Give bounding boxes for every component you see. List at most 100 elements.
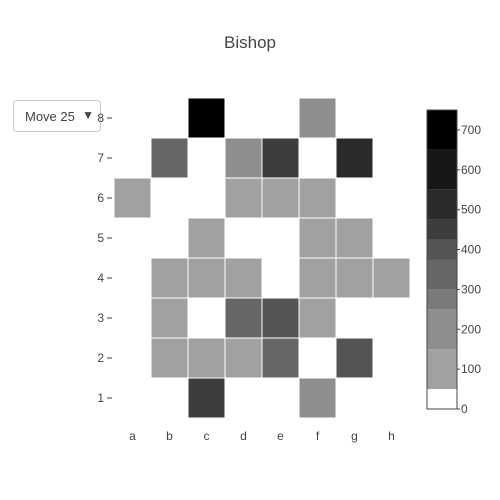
x-tick-label: e — [277, 429, 284, 443]
heatmap-cell — [113, 97, 152, 139]
colorbar-band — [427, 349, 457, 390]
heatmap-cell — [372, 137, 411, 179]
colorbar-tick-label: 700 — [461, 123, 481, 137]
heatmap-cell — [335, 377, 374, 419]
y-tick-label: 4 — [97, 271, 104, 285]
x-tick-label: a — [129, 429, 136, 443]
heatmap-cell — [335, 257, 374, 299]
heatmap-cell — [372, 337, 411, 379]
x-tick-label: h — [388, 429, 395, 443]
heatmap-cell — [298, 257, 337, 299]
colorbar-band — [427, 189, 457, 220]
heatmap-cell — [187, 177, 226, 219]
heatmap-cell — [335, 177, 374, 219]
heatmap-cell — [187, 137, 226, 179]
heatmap-cell — [298, 297, 337, 339]
heatmap-cell — [298, 337, 337, 379]
heatmap-cell — [372, 177, 411, 219]
colorbar-outline — [426, 109, 458, 410]
heatmap-cell — [150, 337, 189, 379]
heatmap-cell — [335, 337, 374, 379]
heatmap-cell — [261, 137, 300, 179]
heatmap-cell — [113, 337, 152, 379]
heatmap-cell — [113, 257, 152, 299]
heatmap-cell — [224, 377, 263, 419]
heatmap-cell — [298, 97, 337, 139]
colorbar-band — [427, 389, 457, 409]
triangle-down-icon: ▼ — [82, 108, 94, 122]
heatmap-cell — [113, 297, 152, 339]
y-tick-label: 7 — [97, 151, 104, 165]
y-tick-label: 2 — [97, 351, 104, 365]
heatmap-cell — [261, 377, 300, 419]
heatmap-cell — [261, 177, 300, 219]
y-tick-label: 1 — [97, 391, 104, 405]
heatmap-cell — [187, 297, 226, 339]
heatmap-cell — [187, 217, 226, 259]
x-tick-label: b — [166, 429, 173, 443]
heatmap-cell — [187, 97, 226, 139]
move-dropdown[interactable]: Move 25 ▼ — [13, 100, 101, 132]
colorbar-band — [427, 110, 457, 150]
heatmap-cell — [150, 297, 189, 339]
colorbar-tick-label: 500 — [461, 203, 481, 217]
move-dropdown-label: Move 25 — [25, 109, 75, 124]
y-tick-label: 6 — [97, 191, 104, 205]
colorbar-band — [427, 219, 457, 240]
heatmap-cell — [335, 97, 374, 139]
heatmap-cell — [372, 377, 411, 419]
heatmap-cell — [261, 97, 300, 139]
heatmap-cell — [224, 177, 263, 219]
heatmap-cell — [298, 137, 337, 179]
heatmap-cell — [150, 97, 189, 139]
heatmap-cell — [372, 217, 411, 259]
colorbar-band — [427, 239, 457, 260]
heatmap-cell — [224, 97, 263, 139]
heatmap-cell — [372, 257, 411, 299]
heatmap-cell — [150, 177, 189, 219]
colorbar-tick-label: 400 — [461, 243, 481, 257]
heatmap-cell — [224, 257, 263, 299]
colorbar-tick-label: 100 — [461, 362, 481, 376]
heatmap-cell — [224, 137, 263, 179]
heatmap-cell — [150, 217, 189, 259]
heatmap-cell — [224, 217, 263, 259]
x-tick-label: d — [240, 429, 247, 443]
heatmap-cell — [113, 177, 152, 219]
heatmap-cell — [150, 257, 189, 299]
colorbar-band — [427, 259, 457, 290]
y-tick-label: 8 — [97, 111, 104, 125]
x-tick-label: g — [351, 429, 358, 443]
heatmap-cell — [335, 137, 374, 179]
heatmap-cell — [261, 337, 300, 379]
heatmap-cell — [335, 297, 374, 339]
heatmap-cell — [372, 297, 411, 339]
heatmap-cell — [150, 377, 189, 419]
heatmap-cell — [113, 217, 152, 259]
heatmap-cell — [335, 217, 374, 259]
x-tick-label: f — [316, 429, 320, 443]
heatmap-cell — [261, 297, 300, 339]
heatmap-cell — [298, 217, 337, 259]
y-tick-label: 3 — [97, 311, 104, 325]
colorbar-band — [427, 289, 457, 310]
x-tick-label: c — [204, 429, 210, 443]
heatmap-cell — [298, 177, 337, 219]
heatmap-cell — [187, 257, 226, 299]
heatmap-cell — [372, 97, 411, 139]
heatmap-cell — [187, 377, 226, 419]
heatmap-cell — [224, 337, 263, 379]
heatmap-cell — [150, 137, 189, 179]
colorbar-tick-label: 300 — [461, 282, 481, 296]
colorbar-band — [427, 309, 457, 350]
heatmap-cell — [224, 297, 263, 339]
heatmap-cell — [261, 257, 300, 299]
heatmap-cell — [298, 377, 337, 419]
colorbar-tick-label: 200 — [461, 322, 481, 336]
colorbar-band — [427, 149, 457, 190]
colorbar-tick-label: 0 — [461, 402, 468, 416]
heatmap-cell — [187, 337, 226, 379]
heatmap-cell — [261, 217, 300, 259]
chart-title: Bishop — [224, 33, 276, 52]
